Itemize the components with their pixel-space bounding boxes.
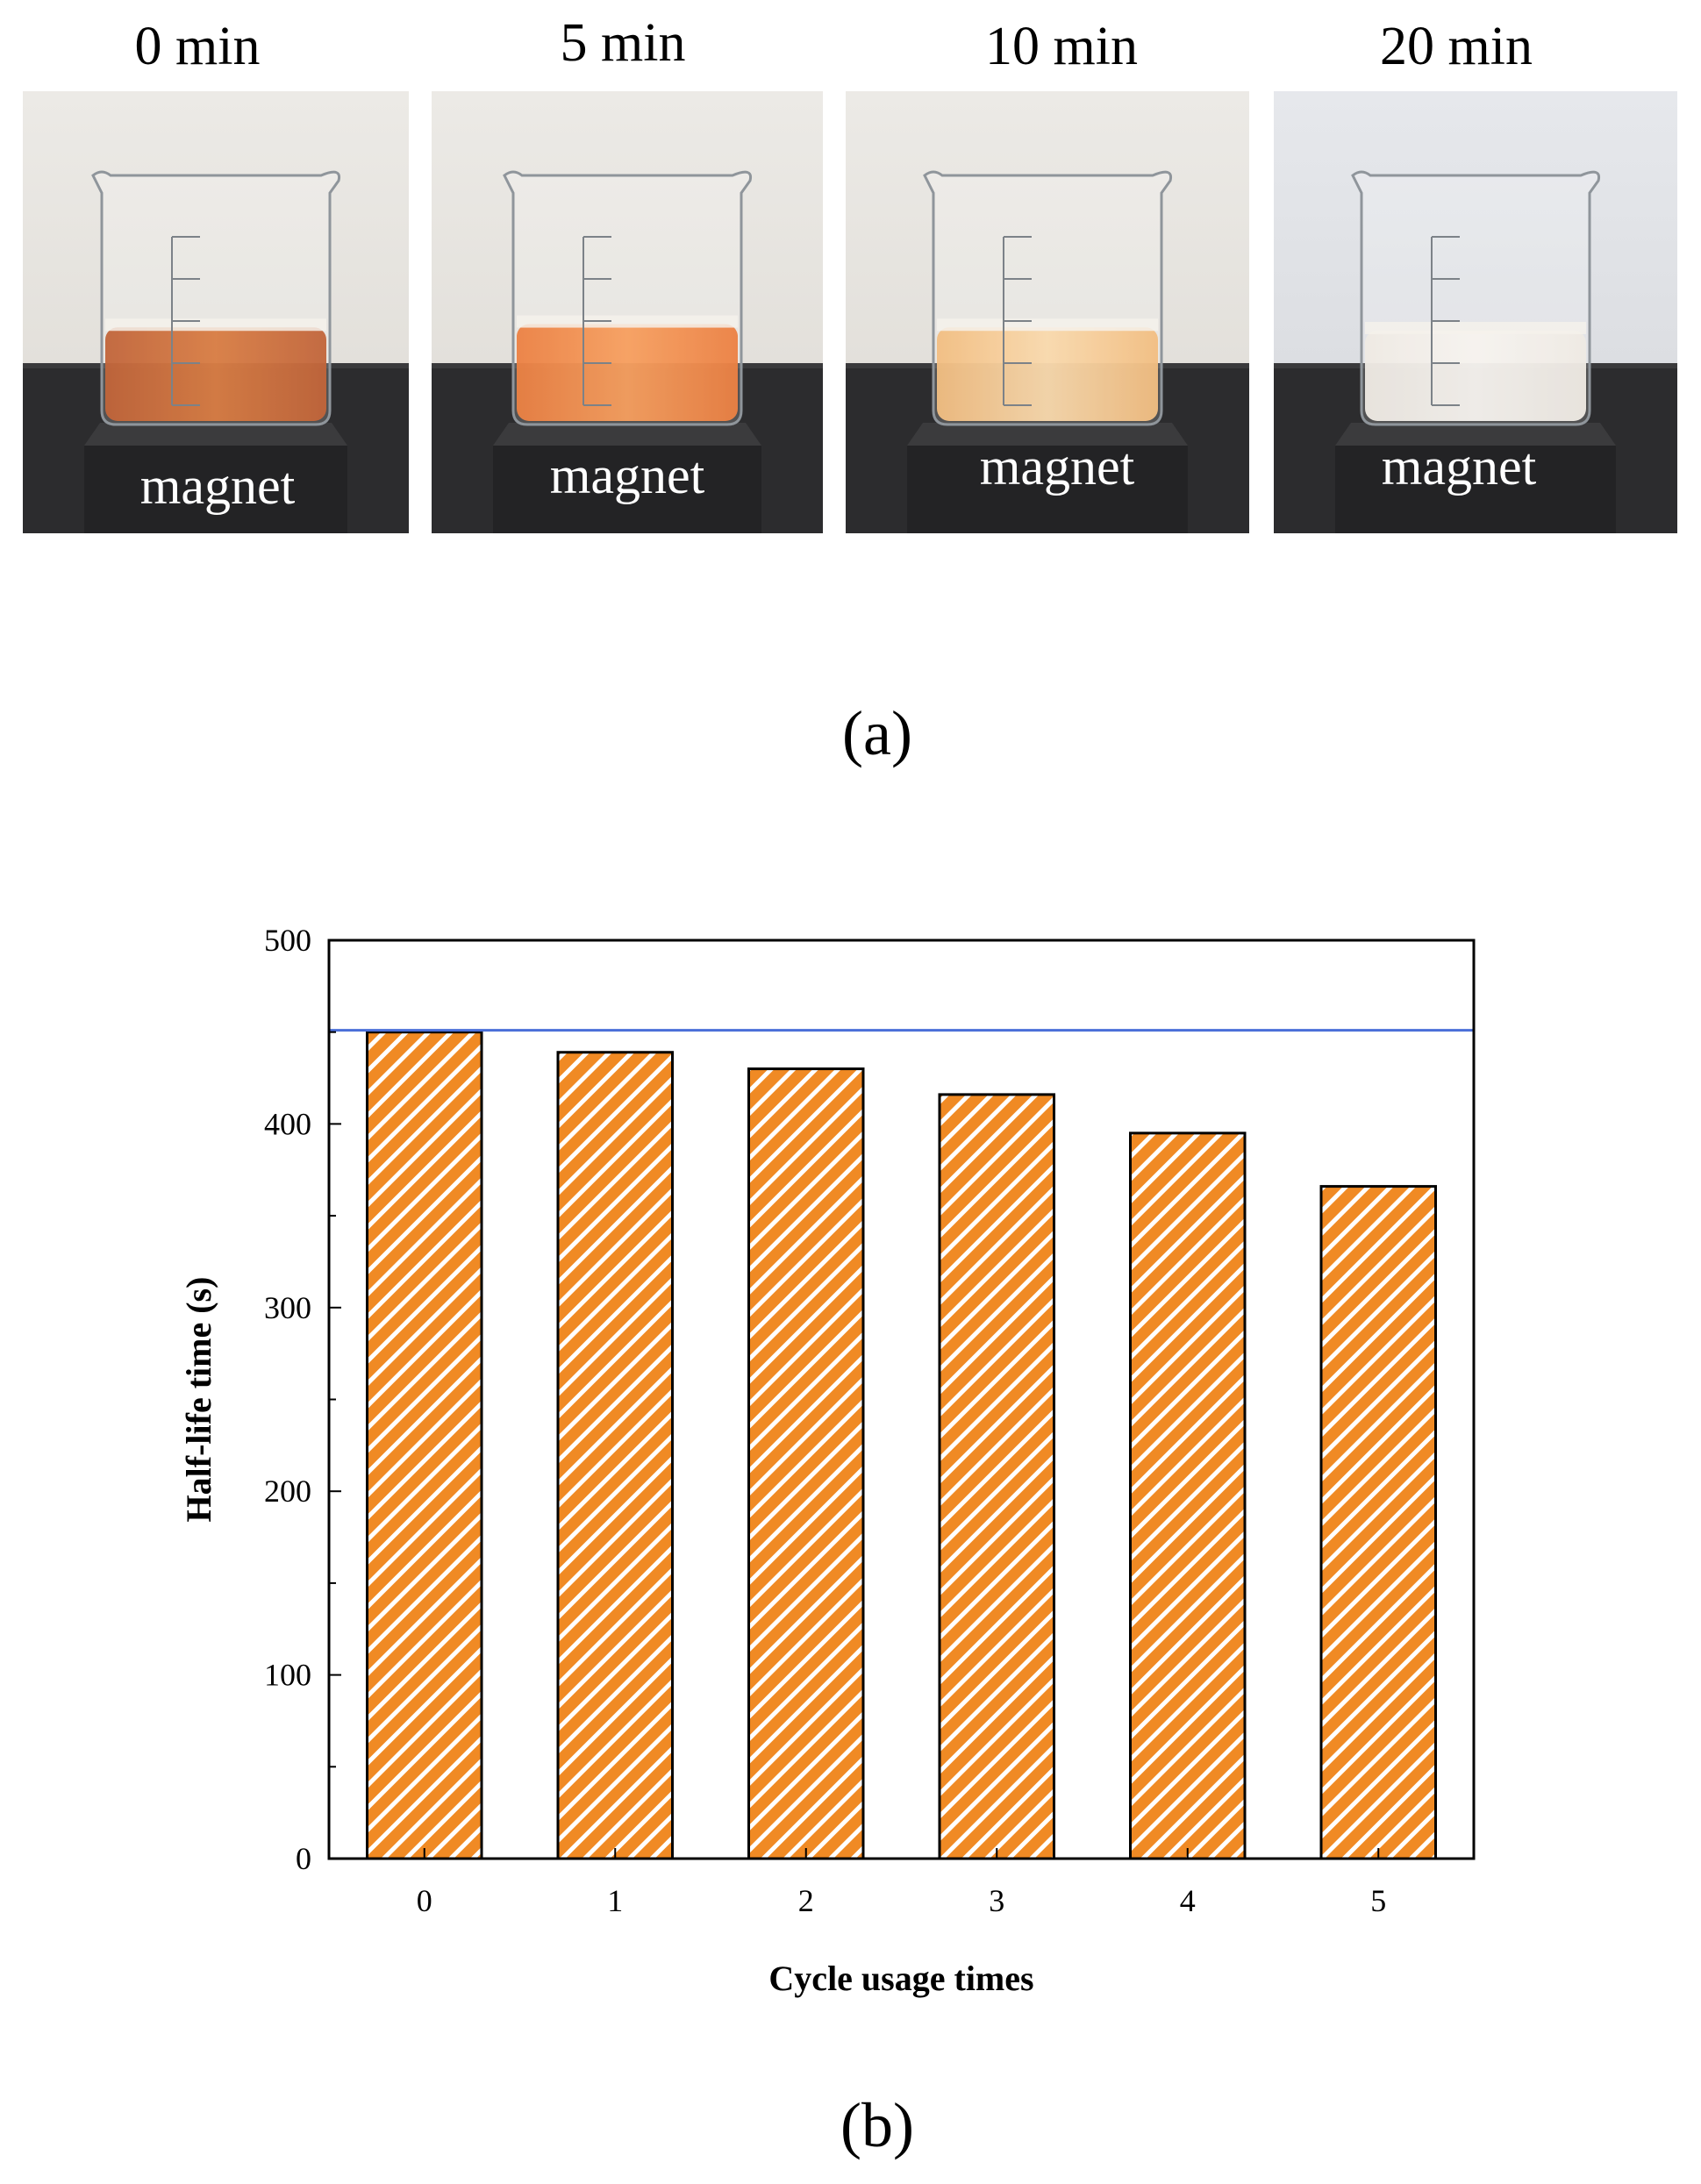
beaker-photo-3 bbox=[1274, 91, 1677, 533]
x-tick-label-5: 5 bbox=[1370, 1883, 1386, 1918]
y-tick-label-0: 0 bbox=[296, 1841, 311, 1876]
y-tick-label-300: 300 bbox=[264, 1290, 311, 1325]
x-tick-label-3: 3 bbox=[989, 1883, 1004, 1918]
beaker-illustration-2 bbox=[846, 91, 1249, 533]
beaker-illustration-3 bbox=[1274, 91, 1677, 533]
y-tick-label-400: 400 bbox=[264, 1106, 311, 1141]
photo-time-label-0: 0 min bbox=[134, 17, 261, 76]
beaker-photo-2 bbox=[846, 91, 1249, 533]
bar-chart: 0 1 2 3 4 5 0 100 200 300 400 500 Half-life time (s… bbox=[179, 923, 1476, 1998]
beaker-photo-1 bbox=[432, 91, 823, 533]
bar-2 bbox=[747, 1067, 865, 1860]
panel-b-label: (b) bbox=[840, 2090, 914, 2160]
x-tick-label-0: 0 bbox=[417, 1883, 432, 1918]
bar-4 bbox=[1129, 1131, 1247, 1860]
photo-time-label-1: 5 min bbox=[560, 13, 686, 73]
bar-0 bbox=[366, 1031, 483, 1860]
bar-3 bbox=[938, 1093, 1055, 1860]
panel-a-label: (a) bbox=[842, 698, 912, 768]
x-tick-label-2: 2 bbox=[798, 1883, 814, 1918]
beaker-photo-0 bbox=[23, 91, 409, 533]
beaker-illustration-1 bbox=[432, 91, 823, 533]
plot-frame bbox=[327, 939, 1476, 1860]
bar-1 bbox=[556, 1051, 674, 1860]
x-tick-label-1: 1 bbox=[607, 1883, 623, 1918]
magnet-label-3: magnet bbox=[1381, 438, 1537, 496]
y-tick-label-100: 100 bbox=[264, 1658, 311, 1693]
bar-5 bbox=[1319, 1185, 1437, 1860]
x-axis-title: Cycle usage times bbox=[768, 1959, 1033, 1998]
beaker-illustration-0 bbox=[23, 91, 409, 533]
y-axis-title: Half-life time (s) bbox=[179, 1277, 218, 1523]
magnet-label-1: magnet bbox=[549, 446, 705, 504]
photo-time-label-3: 20 min bbox=[1380, 17, 1533, 76]
magnet-label-0: magnet bbox=[139, 457, 296, 515]
photo-time-label-2: 10 min bbox=[985, 17, 1138, 76]
magnet-label-2: magnet bbox=[979, 438, 1135, 496]
y-tick-label-500: 500 bbox=[264, 923, 311, 958]
x-tick-label-4: 4 bbox=[1180, 1883, 1196, 1918]
y-tick-label-200: 200 bbox=[264, 1474, 311, 1509]
